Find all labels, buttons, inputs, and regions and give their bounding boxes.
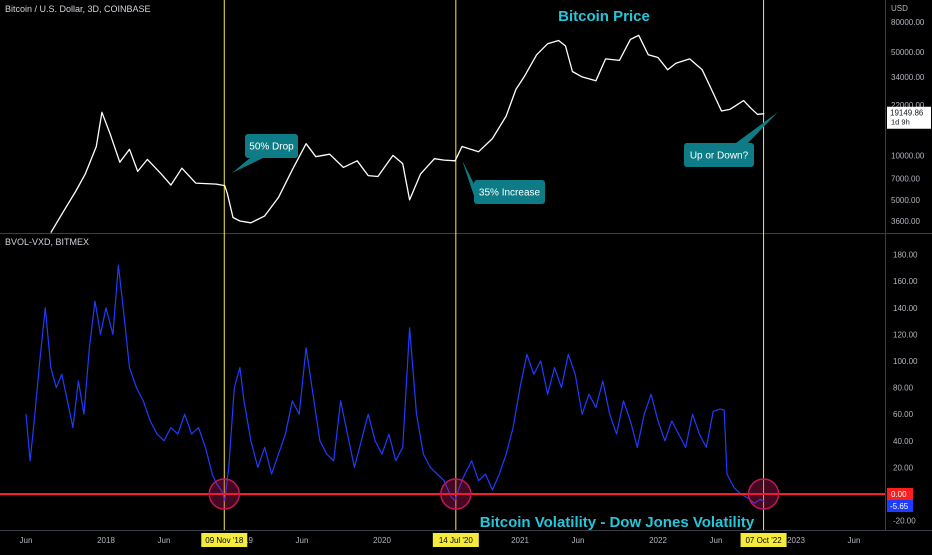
x-tick-label: Jun: [572, 536, 585, 545]
currency-label: USD: [891, 4, 908, 13]
price-tick-label: 3600.00: [891, 217, 920, 226]
last-price-value: 19149.86: [890, 109, 924, 118]
volatility-tick-label: 180.00: [893, 251, 918, 260]
callout-box: [684, 143, 754, 167]
volatility-tick-label: -20.00: [893, 517, 916, 526]
event-date-text: 09 Nov '18: [205, 536, 244, 545]
x-tick-label: Jun: [158, 536, 171, 545]
volatility-title: Bitcoin Volatility - Dow Jones Volatilit…: [480, 514, 755, 531]
price-tick-label: 34000.00: [891, 73, 925, 82]
price-scale-background[interactable]: [885, 0, 932, 550]
callout-1[interactable]: 35% Increase: [462, 160, 545, 204]
price-tick-label: 7000.00: [891, 174, 920, 183]
volatility-tick-label: 160.00: [893, 277, 918, 286]
last-volatility-text: -5.65: [890, 502, 909, 511]
x-tick-label: 2020: [373, 536, 391, 545]
price-tick-label: 50000.00: [891, 48, 925, 57]
volatility-tick-label: 100.00: [893, 357, 918, 366]
x-tick-label: Jun: [296, 536, 309, 545]
last-volatility-badge: -5.65: [887, 500, 913, 512]
volatility-tick-label: 120.00: [893, 330, 918, 339]
price-title: Bitcoin Price: [558, 8, 650, 25]
event-date-text: 14 Jul '20: [439, 536, 474, 545]
callout-box: [474, 180, 545, 204]
callout-pointer: [232, 158, 263, 173]
event-date-label: 14 Jul '20: [432, 533, 479, 547]
price-tick-label: 22000.00: [891, 101, 925, 110]
x-tick-label: 2023: [787, 536, 805, 545]
callout-text: 35% Increase: [479, 188, 541, 199]
x-tick-label: 2018: [97, 536, 115, 545]
event-circle-marker: [747, 478, 780, 510]
price-tick-label: 10000.00: [891, 151, 925, 160]
symbol-label[interactable]: Bitcoin / U.S. Dollar, 3D, COINBASE: [5, 4, 151, 14]
x-tick-label: 2022: [649, 536, 667, 545]
x-tick-label: 2021: [511, 536, 529, 545]
event-date-label: 09 Nov '18: [201, 533, 248, 547]
price-tick-label: 80000.00: [891, 18, 925, 27]
volatility-line[interactable]: [25, 264, 765, 504]
volatility-tick-label: 40.00: [893, 437, 914, 446]
callout-text: Up or Down?: [690, 151, 749, 162]
volatility-tick-label: 60.00: [893, 410, 914, 419]
zero-value-badge: 0.00: [887, 488, 913, 500]
event-circle-marker: [440, 478, 472, 510]
last-price-countdown: 1d 9h: [891, 118, 910, 127]
callout-box: [245, 134, 298, 158]
callout-0[interactable]: 50% Drop: [232, 134, 298, 173]
x-tick-label: Jun: [848, 536, 861, 545]
zero-value-text: 0.00: [891, 490, 907, 499]
event-date-label: 07 Oct '22: [740, 533, 787, 547]
x-tick-label: Jun: [20, 536, 33, 545]
callout-pointer: [736, 112, 778, 143]
last-price-bg: [887, 106, 931, 129]
price-tick-label: 5000.00: [891, 196, 920, 205]
event-date-badge: [201, 533, 248, 547]
callout-text: 50% Drop: [249, 142, 294, 153]
price-line[interactable]: [50, 34, 765, 234]
event-date-badge: [740, 533, 787, 547]
event-circle-marker: [208, 478, 241, 510]
event-date-text: 07 Oct '22: [745, 536, 782, 545]
event-date-badge: [432, 533, 479, 547]
callout-pointer: [462, 160, 474, 196]
callout-2[interactable]: Up or Down?: [684, 112, 778, 167]
x-tick-label: Jun: [710, 536, 723, 545]
volatility-tick-label: 20.00: [893, 463, 914, 472]
volatility-tick-label: 140.00: [893, 304, 918, 313]
volatility-tick-label: 80.00: [893, 384, 914, 393]
zero-value-bg: [887, 488, 913, 500]
last-volatility-bg: [887, 500, 913, 512]
indicator-label[interactable]: BVOL-VXD, BITMEX: [5, 237, 89, 247]
